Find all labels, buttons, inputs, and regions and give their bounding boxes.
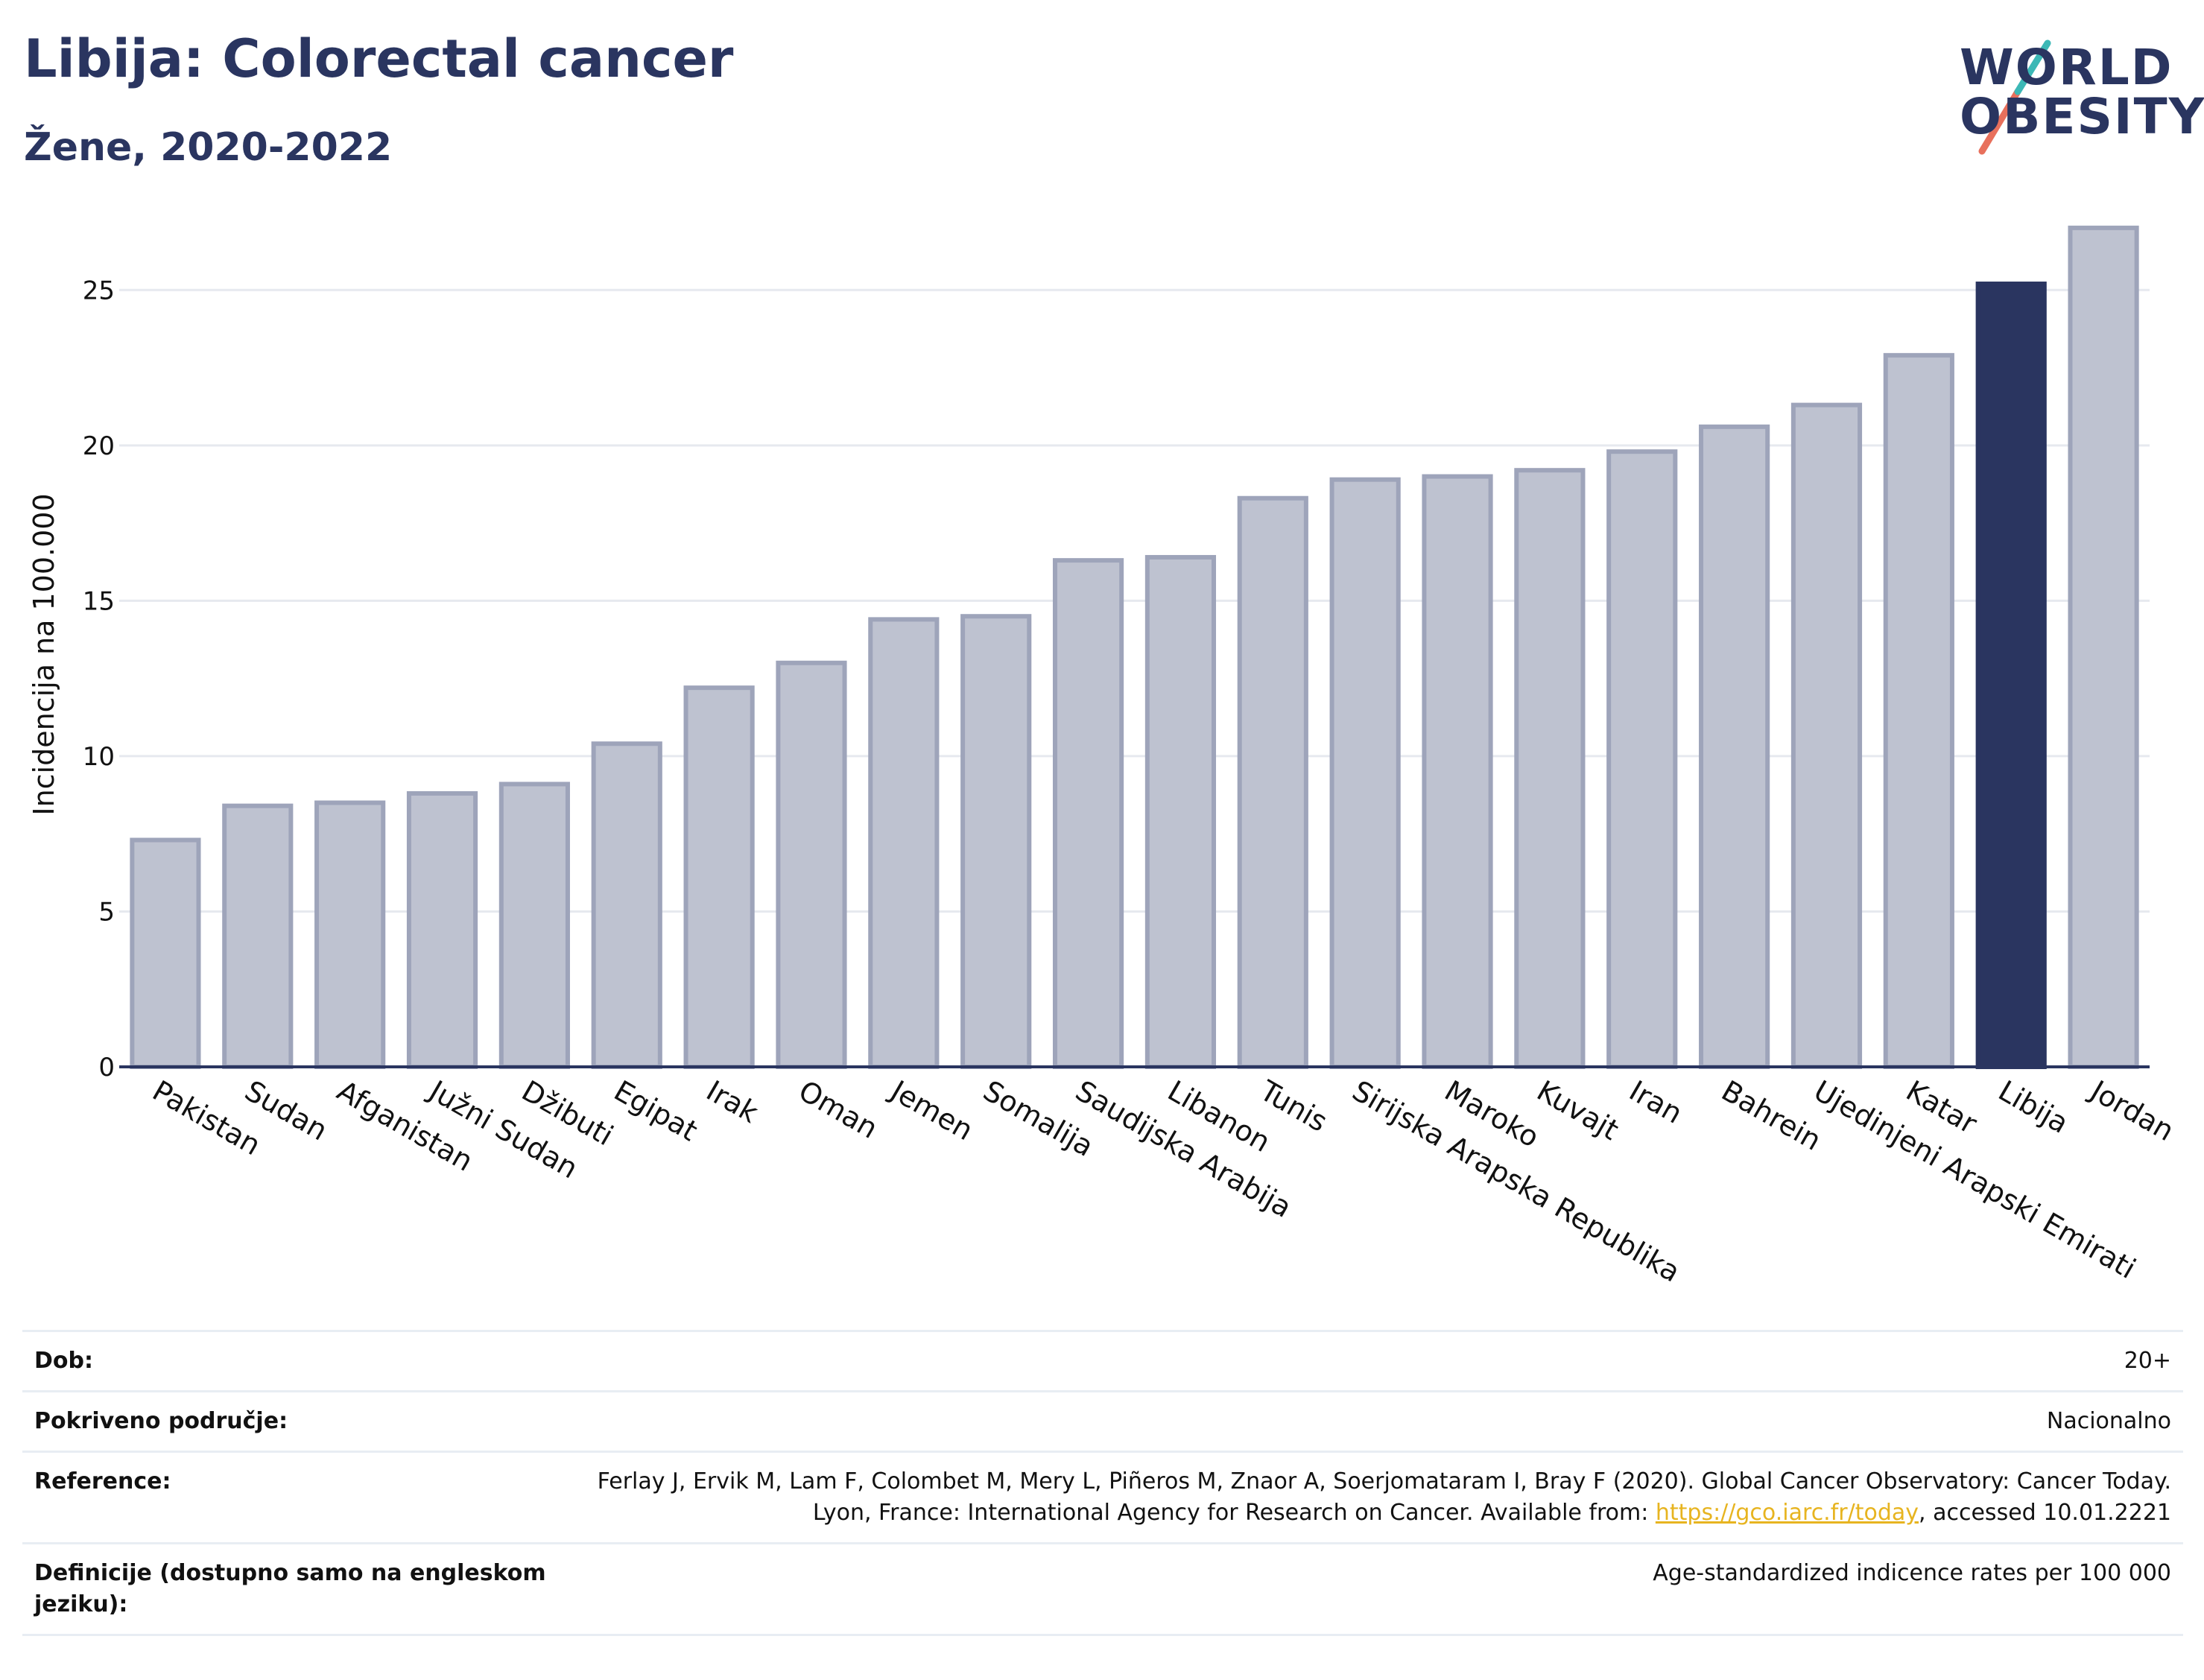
x-tick-label: Kuvajt <box>1531 1074 1624 1147</box>
reference-text: Ferlay J, Ervik M, Lam F, Colombet M, Me… <box>597 1468 2171 1526</box>
bar <box>868 617 940 1069</box>
meta-row-age: Dob: 20+ <box>22 1330 2183 1390</box>
bar <box>498 782 570 1069</box>
meta-definition-label: Definicije (dostupno samo na engleskom j… <box>34 1560 546 1617</box>
meta-row-coverage: Pokriveno područje: Nacionalno <box>22 1390 2183 1451</box>
chart-subtitle: Žene, 2020-2022 <box>24 125 393 170</box>
bar <box>1975 281 2047 1069</box>
y-tick-label: 25 <box>83 276 115 305</box>
meta-coverage-label: Pokriveno područje: <box>34 1408 288 1434</box>
bar <box>1422 474 1493 1069</box>
bar <box>314 800 386 1070</box>
bar <box>1699 424 1770 1069</box>
x-tick-label: Jordan <box>2084 1074 2179 1148</box>
x-tick-label: Irak <box>701 1074 764 1129</box>
bar <box>222 803 294 1070</box>
bar <box>406 790 478 1069</box>
bar <box>1237 495 1308 1069</box>
meta-row-definition: Definicije (dostupno samo na engleskom j… <box>22 1542 2183 1636</box>
y-tick-label: 20 <box>83 431 115 461</box>
x-tick-label: Jemen <box>884 1074 979 1147</box>
bar <box>1606 449 1678 1069</box>
bar <box>1514 468 1586 1069</box>
meta-coverage-value: Nacionalno <box>2046 1408 2171 1434</box>
world-obesity-logo[interactable]: WORLD OBESITY <box>1937 21 2204 155</box>
meta-reference-value: Ferlay J, Ervik M, Lam F, Colombet M, Me… <box>571 1466 2171 1529</box>
chart-title: Libija: Colorectal cancer <box>24 28 734 89</box>
logo-text-obesity: OBESITY <box>1960 88 2204 145</box>
x-tick-label: Oman <box>793 1074 883 1145</box>
meta-definition-value: Age-standardized indicence rates per 100… <box>1653 1560 2171 1586</box>
bar <box>591 741 662 1069</box>
meta-age-label: Dob: <box>34 1348 93 1374</box>
reference-link[interactable]: https://gco.iarc.fr/today <box>1655 1500 1919 1526</box>
x-tick-label: Bahrein <box>1716 1074 1827 1157</box>
bar <box>776 660 847 1069</box>
logo-slash-icon <box>1978 39 2051 155</box>
x-tick-label: Libija <box>1993 1074 2074 1140</box>
meta-age-value: 20+ <box>2124 1348 2171 1374</box>
bar <box>1883 352 1954 1069</box>
reference-accessed: , accessed 10.01.2221 <box>1919 1500 2171 1526</box>
bar <box>1329 477 1401 1069</box>
bar <box>130 837 201 1070</box>
logo-text-world: WORLD <box>1960 39 2173 96</box>
y-tick-label: 0 <box>98 1053 115 1083</box>
y-tick-label: 10 <box>83 742 115 772</box>
y-axis-label: Incidencija na 100.000 <box>28 493 60 815</box>
x-tick-label: Egipat <box>609 1074 703 1148</box>
x-tick-label: Iran <box>1624 1074 1688 1130</box>
bar <box>2068 225 2139 1070</box>
bar <box>960 614 1032 1069</box>
bar <box>1052 558 1124 1069</box>
metadata-table: Dob: 20+ Pokriveno područje: Nacionalno … <box>22 1330 2183 1636</box>
y-tick-label: 15 <box>83 586 115 616</box>
meta-reference-label: Reference: <box>34 1468 171 1494</box>
bar <box>683 685 755 1070</box>
meta-row-reference: Reference: Ferlay J, Ervik M, Lam F, Col… <box>22 1451 2183 1542</box>
bar <box>1790 402 1863 1069</box>
y-tick-label: 5 <box>98 897 115 927</box>
bar <box>1144 554 1217 1069</box>
